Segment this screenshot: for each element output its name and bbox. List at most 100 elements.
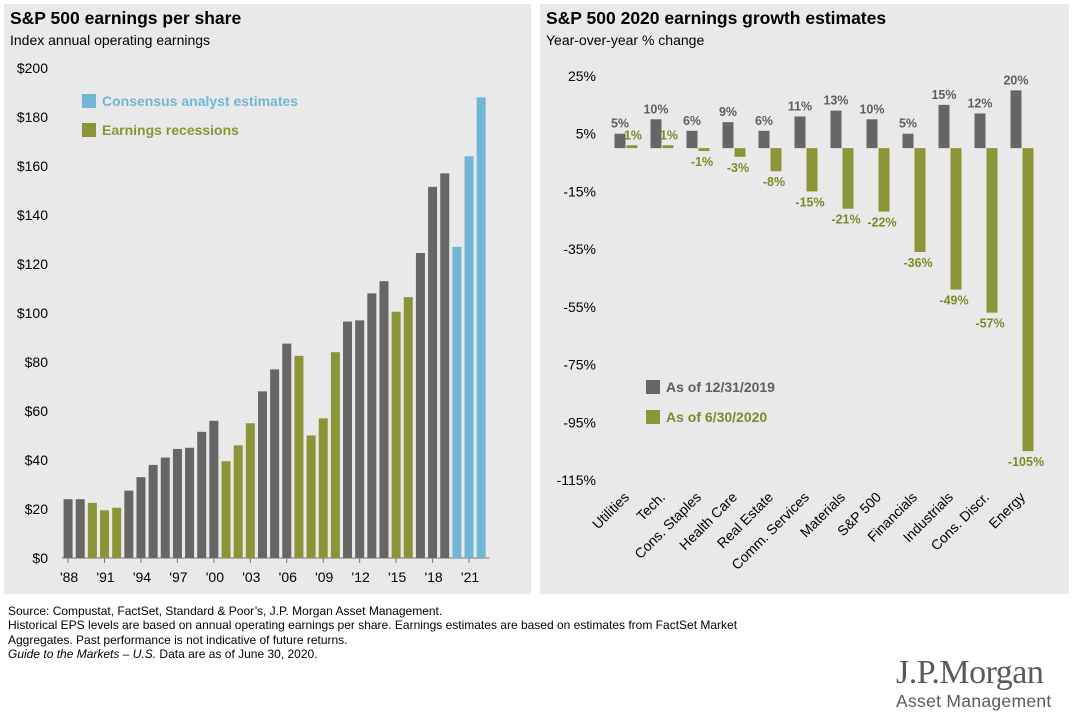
growth-bar-2019	[902, 133, 914, 149]
eps-chart-title: S&P 500 earnings per share	[10, 8, 242, 28]
eps-bar	[428, 186, 438, 558]
footnotes: Source: Compustat, FactSet, Standard & P…	[8, 604, 828, 662]
eps-x-tick-label: '88	[60, 569, 78, 585]
growth-bar-2019	[722, 122, 734, 149]
eps-x-tick-label: '00	[206, 569, 224, 585]
eps-bar	[172, 448, 182, 558]
eps-chart-plot: $0 $20 $40 $60 $80 $100 $120 $140 $160 $180 $200 '8…	[17, 60, 490, 585]
growth-bar-2019	[686, 130, 698, 149]
growth-category-group: 9% -3%	[719, 105, 749, 175]
eps-bar	[87, 502, 97, 558]
growth-bar-2020	[986, 148, 998, 313]
growth-y-tick-label: 5%	[576, 126, 596, 142]
growth-y-tick-label: -55%	[563, 299, 596, 315]
footnote-methodology: Historical EPS levels are based on annua…	[8, 618, 738, 633]
growth-label-2019: 12%	[967, 97, 992, 111]
eps-y-tick-label: $40	[25, 452, 49, 468]
growth-label-2020: -21%	[831, 213, 860, 227]
growth-label-2019: 6%	[683, 114, 701, 128]
eps-x-tick-label: '15	[388, 569, 406, 585]
growth-bar-2020	[662, 145, 674, 149]
growth-category-group: 13% -21%	[823, 94, 860, 227]
growth-chart-subtitle: Year-over-year % change	[546, 32, 705, 48]
growth-y-tick-label: -95%	[563, 414, 596, 430]
growth-label-2019: 15%	[931, 88, 956, 102]
growth-y-tick-label: -15%	[563, 183, 596, 199]
growth-bar-2020	[770, 148, 782, 172]
eps-bar	[233, 445, 243, 558]
logo-subtitle: Asset Management	[896, 691, 1052, 711]
eps-bar	[379, 281, 389, 558]
growth-label-2020: -1%	[691, 155, 713, 169]
growth-bar-2019	[614, 133, 626, 149]
growth-category-group: 5% -36%	[899, 117, 933, 270]
growth-label-2020: -22%	[867, 216, 896, 230]
eps-x-tick-label: '94	[133, 569, 151, 585]
eps-bar	[476, 97, 486, 559]
growth-label-2019: 5%	[611, 117, 629, 131]
growth-bar-2020	[806, 148, 818, 192]
eps-y-tick-label: $100	[17, 305, 48, 321]
eps-bar	[136, 477, 146, 558]
eps-bar	[257, 391, 267, 558]
growth-category-group: 15% -49%	[931, 88, 968, 308]
growth-y-tick-label: -75%	[563, 357, 596, 373]
growth-category-group: 20% -105%	[1003, 73, 1044, 469]
eps-bar	[197, 431, 207, 558]
growth-bar-2020	[626, 145, 638, 149]
growth-category-label: Utilities	[589, 489, 632, 532]
eps-y-tick-label: $20	[25, 501, 49, 517]
growth-chart-panel: S&P 500 2020 earnings growth estimates Y…	[540, 4, 1069, 594]
eps-bar	[452, 246, 462, 558]
growth-category-group: 12% -57%	[967, 97, 1004, 331]
growth-y-tick-label: -35%	[563, 241, 596, 257]
eps-x-tick-label: '91	[96, 569, 114, 585]
eps-bar	[100, 510, 110, 558]
eps-x-tick-label: '12	[352, 569, 370, 585]
growth-label-2020: -105%	[1008, 455, 1044, 469]
eps-bar	[306, 435, 316, 558]
eps-x-tick-label: '97	[169, 569, 187, 585]
eps-y-tick-label: $160	[17, 158, 48, 174]
eps-legend-label: Earnings recessions	[102, 122, 239, 138]
growth-legend-label: As of 6/30/2020	[666, 409, 767, 425]
eps-bar	[221, 461, 231, 558]
growth-bar-2020	[734, 148, 746, 157]
growth-label-2019: 6%	[755, 114, 773, 128]
eps-bar	[160, 457, 170, 558]
growth-bar-2019	[1010, 90, 1022, 149]
eps-bar	[148, 464, 158, 558]
eps-y-tick-label: $80	[25, 354, 49, 370]
eps-bar	[124, 490, 134, 558]
eps-bar	[282, 343, 292, 558]
eps-bar	[63, 499, 73, 558]
eps-bar	[75, 499, 85, 558]
growth-category-label: Energy	[985, 489, 1028, 532]
eps-x-tick-label: '21	[461, 569, 479, 585]
growth-bar-2019	[650, 119, 662, 149]
growth-legend-label: As of 12/31/2019	[666, 379, 775, 395]
growth-label-2019: 10%	[643, 102, 668, 116]
growth-label-2020: -8%	[763, 175, 785, 189]
growth-bar-2019	[758, 130, 770, 149]
growth-category-group: 5%1%	[611, 117, 642, 149]
growth-label-2019: 20%	[1003, 73, 1028, 87]
growth-bar-2019	[830, 110, 842, 149]
growth-label-2020: -49%	[939, 294, 968, 308]
growth-category-group: 6% -8%	[755, 114, 785, 189]
growth-bar-2019	[974, 113, 986, 149]
footnote-source: Source: Compustat, FactSet, Standard & P…	[8, 604, 443, 618]
eps-bar	[185, 447, 195, 558]
eps-bar	[367, 293, 377, 558]
growth-bar-2020	[914, 148, 926, 253]
growth-bar-2019	[938, 104, 950, 149]
growth-label-2020: -36%	[903, 256, 932, 270]
eps-bar	[440, 173, 450, 558]
footnote-disclaimer: Aggregates. Past performance is not indi…	[8, 632, 348, 647]
eps-bar	[415, 252, 425, 558]
eps-x-tick-label: '03	[242, 569, 260, 585]
eps-chart-subtitle: Index annual operating earnings	[10, 32, 211, 48]
eps-bar	[343, 321, 353, 558]
eps-bar	[209, 420, 219, 558]
guide-title: Guide to the Markets – U.S.	[8, 647, 157, 662]
